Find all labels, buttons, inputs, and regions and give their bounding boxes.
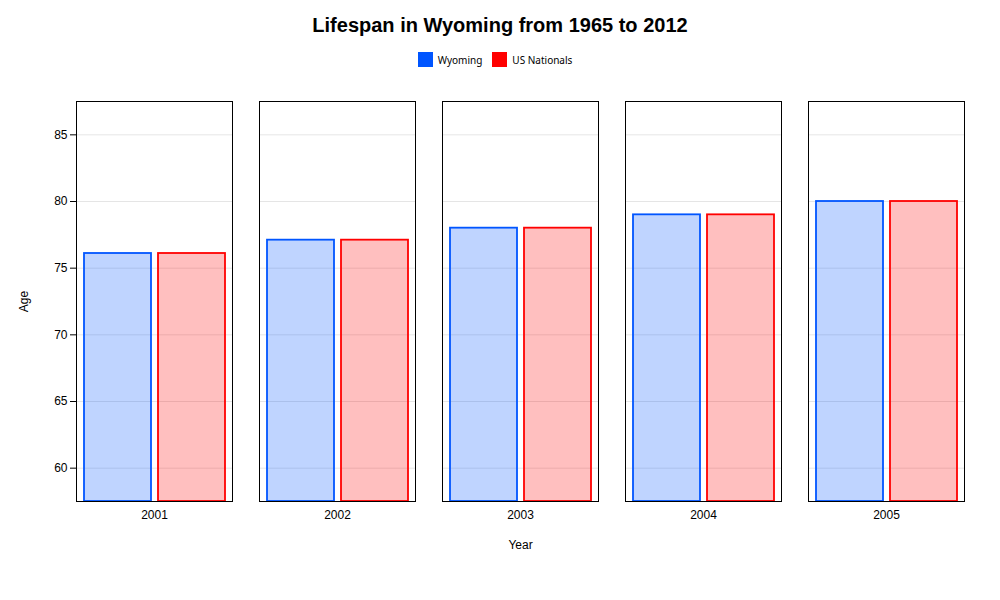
- html-text:Wyoming: Wyoming: [437, 52, 483, 67]
- svg-text:70: 70: [54, 328, 68, 342]
- html-text:Lifespan in Wyoming from 1965: Lifespan in Wyoming from 1965 to 2012: [312, 14, 688, 36]
- svg-text:85: 85: [54, 128, 68, 142]
- html-text:US Nationals: US Nationals: [512, 52, 573, 67]
- svg-text:2003: 2003: [507, 508, 534, 522]
- svg-text:Year: Year: [508, 538, 532, 552]
- svg-text:2002: 2002: [324, 508, 351, 522]
- svg-text:75: 75: [54, 261, 68, 275]
- svg-text:60: 60: [54, 461, 68, 475]
- svg-text:2001: 2001: [141, 508, 168, 522]
- svg-text:65: 65: [54, 394, 68, 408]
- svg-text:Age: Age: [17, 291, 31, 313]
- svg-text:2004: 2004: [690, 508, 717, 522]
- svg-text:80: 80: [54, 194, 68, 208]
- svg-text:2005: 2005: [873, 508, 900, 522]
